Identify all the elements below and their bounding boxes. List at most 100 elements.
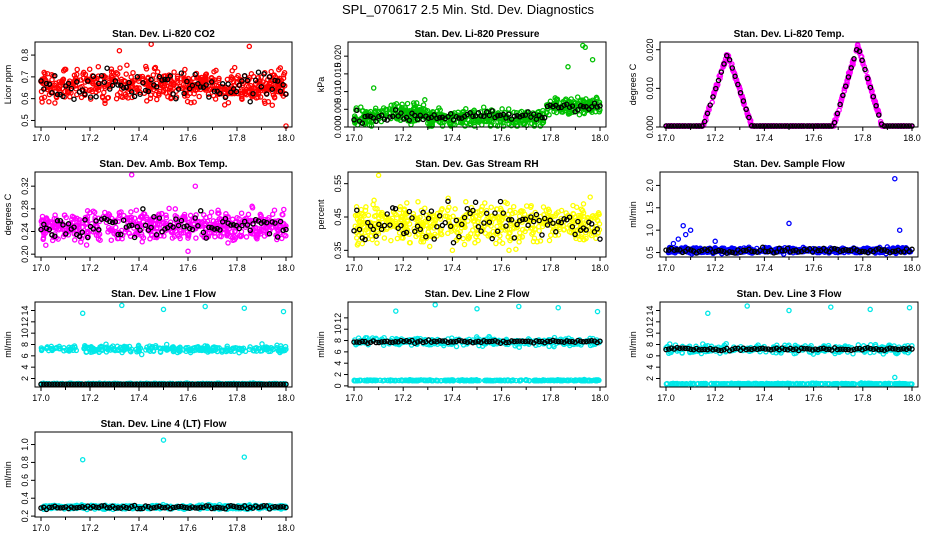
data-point (241, 72, 248, 79)
data-point (511, 113, 518, 120)
data-point (536, 217, 542, 224)
data-point (83, 349, 90, 355)
y-tick-label: 0.28 (20, 200, 30, 218)
data-point (547, 102, 553, 109)
data-point (833, 111, 840, 118)
data-point (236, 82, 242, 88)
data-point (365, 113, 371, 119)
data-point (592, 108, 599, 115)
chart-title: Stan. Dev. Line 2 Flow (425, 289, 530, 300)
data-point (283, 91, 289, 97)
data-point (497, 233, 503, 239)
chart-title: Stan. Dev. Gas Stream RH (415, 159, 538, 170)
data-point (61, 212, 68, 218)
data-point (503, 223, 509, 229)
data-point (505, 106, 512, 112)
x-tick-label: 17.2 (81, 393, 99, 403)
data-point (594, 217, 601, 223)
y-tick-label: 0.5 (645, 246, 655, 259)
data-point (245, 211, 252, 218)
data-point (493, 240, 499, 247)
data-point (142, 87, 149, 94)
data-point (406, 117, 413, 123)
x-tick-label: 17.4 (756, 263, 774, 273)
data-point (96, 80, 102, 87)
x-tick-label: 17.6 (179, 263, 197, 273)
data-point (184, 78, 190, 85)
data-points (38, 302, 289, 387)
x-tick-label: 17.8 (854, 263, 872, 273)
data-point (786, 220, 792, 227)
data-point (463, 199, 469, 205)
data-point (164, 79, 171, 86)
data-point (159, 77, 165, 83)
data-point (384, 117, 390, 123)
data-point (104, 65, 110, 71)
data-point (222, 86, 228, 92)
data-point (461, 241, 468, 248)
y-axis-label: degrees C (3, 193, 13, 235)
data-point (129, 94, 135, 101)
data-point (147, 236, 153, 242)
data-point (401, 207, 408, 214)
data-point (562, 107, 569, 114)
data-point (483, 109, 490, 115)
data-point (587, 194, 593, 200)
data-point (195, 81, 201, 87)
data-point (59, 85, 66, 92)
data-point (247, 98, 253, 105)
x-tick-label: 17.0 (345, 133, 363, 143)
data-point (523, 203, 530, 209)
data-point (482, 230, 489, 236)
y-tick-label: 1.5 (645, 202, 655, 215)
x-tick-label: 17.6 (805, 263, 823, 273)
data-point (156, 73, 163, 80)
data-point (46, 99, 52, 105)
data-point (436, 114, 443, 121)
data-point (166, 205, 172, 212)
y-axis-label: kPa (316, 77, 326, 93)
x-tick-label: 17.4 (130, 263, 148, 273)
data-point (79, 87, 86, 93)
data-point (439, 114, 446, 121)
data-point (554, 96, 561, 102)
data-point (422, 97, 428, 103)
data-point (597, 103, 603, 109)
data-point (192, 71, 198, 78)
data-point (105, 94, 112, 101)
data-point (115, 82, 121, 88)
data-point (507, 207, 513, 214)
data-point (448, 121, 454, 127)
data-point (354, 107, 360, 114)
data-point (406, 221, 413, 227)
data-point (188, 99, 194, 106)
y-tick-label: 8 (20, 342, 30, 347)
data-point (197, 208, 204, 214)
data-point (93, 218, 99, 224)
data-point (486, 112, 493, 119)
data-point (832, 117, 838, 123)
data-point (481, 220, 487, 226)
data-point (202, 303, 208, 310)
x-tick-label: 17.2 (394, 263, 412, 273)
data-point (103, 341, 109, 347)
data-point (354, 207, 360, 213)
data-point (128, 209, 134, 215)
data-point (414, 116, 421, 123)
data-point (147, 95, 154, 102)
data-point (74, 79, 80, 85)
data-point (195, 75, 202, 81)
y-axis-label: Licor ppm (3, 65, 13, 105)
data-point (434, 108, 441, 114)
data-point (110, 70, 117, 76)
x-tick-label: 17.8 (542, 133, 560, 143)
data-point (46, 81, 53, 87)
data-point (362, 236, 368, 243)
data-point (101, 73, 107, 79)
data-point (148, 41, 154, 47)
data-point (108, 237, 115, 243)
data-point (489, 235, 495, 242)
chart-title: Stan. Dev. Li-820 Pressure (415, 29, 540, 40)
data-point (588, 221, 595, 227)
data-point (365, 212, 372, 219)
